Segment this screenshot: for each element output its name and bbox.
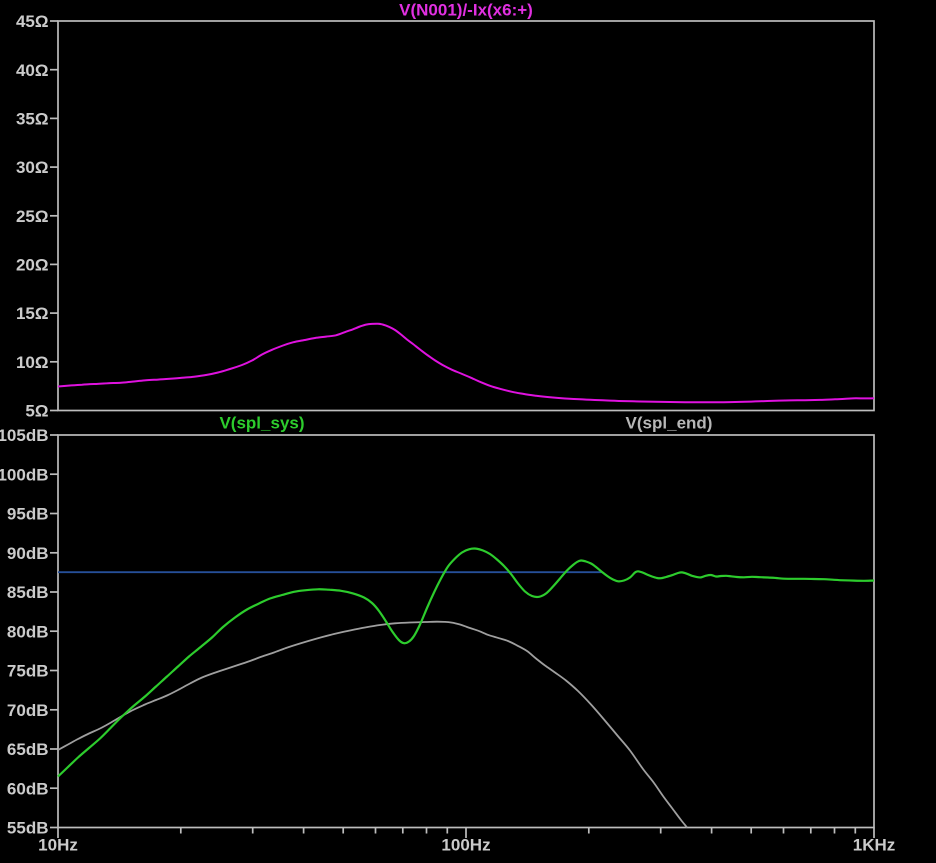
svg-text:70dB: 70dB [7, 701, 49, 720]
svg-text:90dB: 90dB [7, 544, 49, 563]
svg-text:25Ω: 25Ω [16, 207, 49, 226]
svg-text:20Ω: 20Ω [16, 256, 49, 275]
svg-text:100Hz: 100Hz [441, 836, 490, 855]
svg-text:15Ω: 15Ω [16, 304, 49, 323]
svg-text:60dB: 60dB [7, 779, 49, 798]
svg-text:1KHz: 1KHz [853, 836, 896, 855]
svg-text:65dB: 65dB [7, 740, 49, 759]
svg-text:100dB: 100dB [0, 465, 49, 484]
svg-text:5Ω: 5Ω [25, 402, 48, 421]
svg-text:105dB: 105dB [0, 426, 49, 445]
svg-text:95dB: 95dB [7, 505, 49, 524]
svg-text:30Ω: 30Ω [16, 158, 49, 177]
svg-text:V(N001)/-Ix(x6:+): V(N001)/-Ix(x6:+) [399, 1, 533, 20]
svg-text:75dB: 75dB [7, 662, 49, 681]
svg-text:10Hz: 10Hz [38, 836, 78, 855]
svg-text:80dB: 80dB [7, 622, 49, 641]
svg-text:35Ω: 35Ω [16, 110, 49, 129]
svg-text:85dB: 85dB [7, 583, 49, 602]
svg-text:V(spl_sys): V(spl_sys) [219, 413, 304, 432]
svg-text:10Ω: 10Ω [16, 353, 49, 372]
svg-text:V(spl_end): V(spl_end) [626, 413, 713, 432]
svg-text:40Ω: 40Ω [16, 61, 49, 80]
svg-text:55dB: 55dB [7, 819, 49, 838]
svg-text:45Ω: 45Ω [16, 12, 49, 31]
